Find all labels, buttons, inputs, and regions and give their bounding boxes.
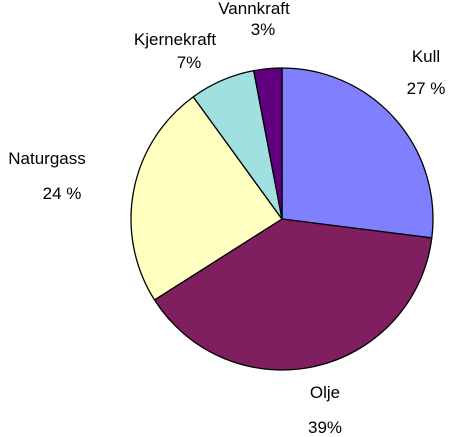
pie-slice-olje (153, 218, 433, 371)
slice-name-label-naturgass: Naturgass (8, 149, 85, 168)
labels-group: Kull 27 % Olje 39% Naturgass 24 % Kjernekraft 7… (8, 0, 445, 437)
slice-value-label-olje: 39% (308, 418, 342, 437)
pie-slice-vannkraft (253, 67, 283, 220)
slices-group (130, 67, 434, 371)
slice-value-label-naturgass: 24 % (43, 184, 82, 203)
slice-name-label-olje: Olje (310, 383, 340, 402)
slice-name-label-vannkraft: Vannkraft (218, 0, 290, 18)
pie-slice-kull (281, 67, 434, 239)
pie-slice-naturgass (130, 96, 283, 301)
slice-value-label-kull: 27 % (407, 79, 446, 98)
slice-name-label-kjernekraft: Kjernekraft (134, 30, 216, 49)
slice-name-label-kull: Kull (412, 47, 440, 66)
slice-value-label-vannkraft: 3% (251, 20, 276, 39)
slice-value-label-kjernekraft: 7% (177, 53, 202, 72)
